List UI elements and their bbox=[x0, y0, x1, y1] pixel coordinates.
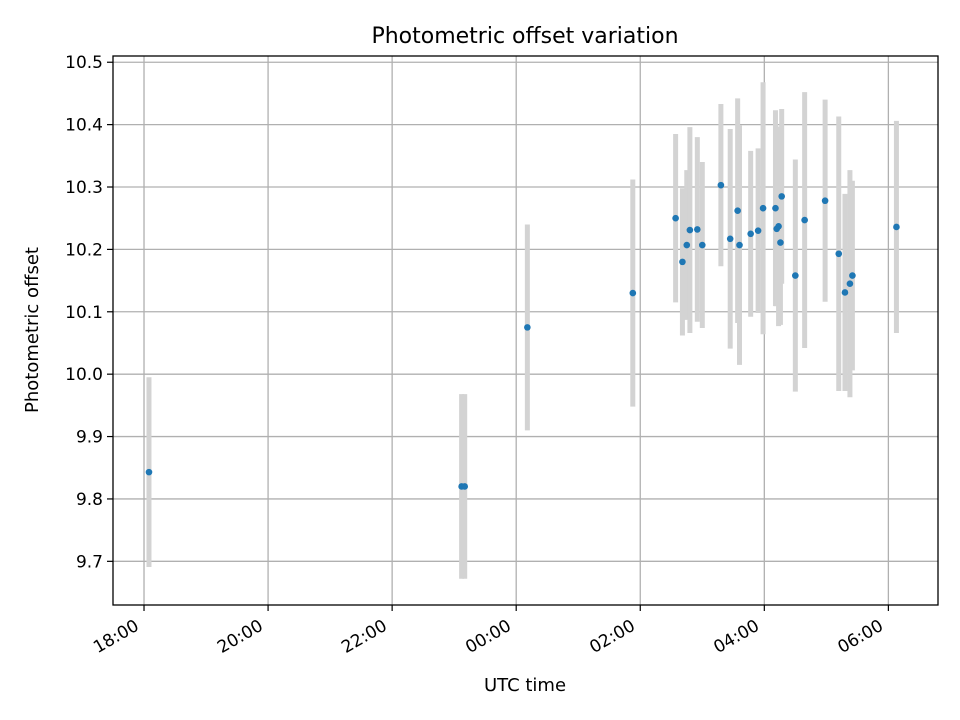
data-point bbox=[801, 216, 808, 224]
data-point bbox=[736, 241, 743, 249]
data-point bbox=[754, 227, 762, 234]
data-point bbox=[683, 241, 691, 249]
data-point bbox=[775, 223, 782, 230]
data-point bbox=[747, 230, 754, 238]
y-tick-label: 10.0 bbox=[65, 365, 103, 385]
data-point bbox=[686, 226, 694, 234]
data-point bbox=[778, 193, 785, 200]
data-points bbox=[145, 181, 900, 490]
data-point bbox=[717, 181, 725, 189]
data-point bbox=[698, 241, 706, 249]
y-tick-label: 10.1 bbox=[65, 303, 103, 323]
data-point bbox=[846, 280, 854, 288]
data-point bbox=[694, 226, 701, 233]
y-tick-label: 9.7 bbox=[76, 552, 103, 572]
data-point bbox=[145, 468, 153, 476]
data-point bbox=[726, 235, 734, 243]
data-point bbox=[849, 272, 856, 279]
y-tick-label: 10.5 bbox=[65, 53, 103, 73]
chart-title: Photometric offset variation bbox=[371, 24, 678, 49]
y-tick-label: 10.3 bbox=[65, 178, 103, 198]
y-tick-label: 9.8 bbox=[76, 490, 103, 510]
data-point bbox=[777, 239, 784, 246]
data-point bbox=[461, 483, 469, 490]
data-point bbox=[524, 324, 531, 331]
data-point bbox=[759, 204, 767, 212]
data-point bbox=[672, 214, 679, 222]
data-point bbox=[893, 223, 900, 231]
data-point bbox=[821, 197, 829, 205]
y-tick-label: 10.2 bbox=[65, 240, 103, 260]
y-tick-label: 10.4 bbox=[65, 116, 103, 136]
y-axis-label: Photometric offset bbox=[22, 247, 43, 413]
y-axis-ticks: 9.7 9.8 9.9 10.0 10.1 10.2 10.3 10.4 10.5 bbox=[65, 53, 113, 572]
data-point bbox=[734, 207, 741, 215]
plot-frame bbox=[112, 55, 939, 606]
data-point bbox=[772, 204, 779, 212]
x-axis-label: UTC time bbox=[484, 675, 566, 696]
y-tick-label: 9.9 bbox=[76, 428, 103, 448]
data-point bbox=[679, 258, 686, 266]
data-point bbox=[792, 272, 799, 279]
data-point bbox=[629, 289, 637, 297]
data-point bbox=[841, 289, 849, 296]
data-point bbox=[835, 250, 843, 258]
